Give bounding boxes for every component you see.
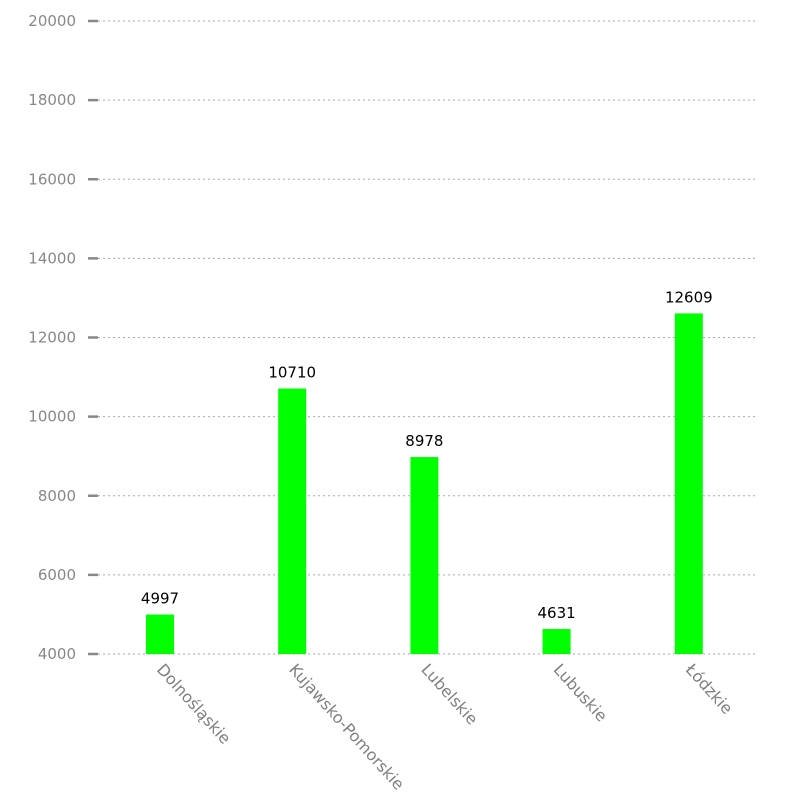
- y-tick-label: 8000: [38, 487, 76, 505]
- data-label: 4631: [538, 604, 576, 622]
- y-tick-label: 6000: [38, 566, 76, 584]
- y-tick-label: 4000: [38, 645, 76, 663]
- y-tick-label: 18000: [28, 91, 76, 109]
- bar: [674, 313, 703, 654]
- x-category-label: Dolnośląskie: [153, 660, 235, 748]
- bar: [542, 629, 571, 654]
- y-tick-label: 16000: [28, 170, 76, 188]
- bar-layer: [146, 313, 703, 654]
- bar: [278, 388, 307, 654]
- x-category-label: Lubuskie: [550, 660, 612, 725]
- grid-layer: [88, 19, 755, 656]
- x-category-label: Lubelskie: [417, 660, 481, 729]
- y-tick-label: 14000: [28, 249, 76, 267]
- data-label: 10710: [268, 364, 316, 382]
- x-category-label: Kujawsko-Pomorskie: [285, 660, 408, 794]
- data-label: 8978: [405, 432, 443, 450]
- x-category-label: Łódzkie: [681, 659, 737, 718]
- y-tick-label: 10000: [28, 408, 76, 426]
- y-tick-label: 12000: [28, 329, 76, 347]
- y-tick-label: 20000: [28, 12, 76, 30]
- bar: [410, 457, 439, 654]
- data-label: 4997: [141, 590, 179, 608]
- label-layer: 4000 6000 8000 10000 12000 14000 16000 18000 200…: [28, 12, 736, 794]
- data-label: 12609: [665, 288, 713, 306]
- bar: [146, 614, 174, 654]
